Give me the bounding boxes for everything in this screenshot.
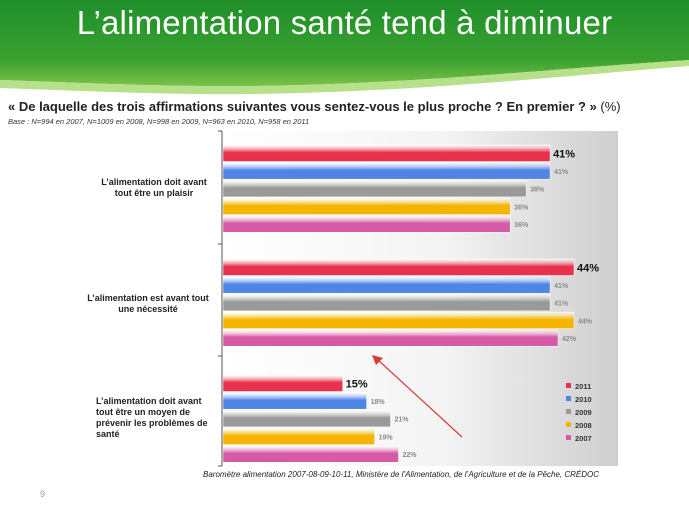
- category-label-necessite: L’alimentation est avant tout une nécess…: [87, 293, 209, 314]
- legend-label-2008: 2008: [575, 421, 592, 430]
- data-label-2011-cat3: 15%: [346, 378, 368, 390]
- data-label-2008-cat3: 19%: [379, 434, 394, 441]
- bar-2008-cat1: [222, 197, 511, 215]
- survey-question: « De laquelle des trois affirmations sui…: [8, 99, 621, 114]
- data-label-2008-cat2: 44%: [578, 318, 593, 325]
- source-note: Baromètre alimentation 2007-08-09-10-11,…: [203, 470, 600, 479]
- data-label-2010-cat2: 41%: [554, 283, 569, 290]
- data-label-2007-cat2: 42%: [562, 336, 577, 343]
- bar-2008-cat3: [222, 427, 375, 445]
- slide-title: L’alimentation santé tend à diminuer: [76, 4, 613, 41]
- question-text: « De laquelle des trois affirmations sui…: [8, 99, 597, 114]
- data-label-2009-cat3: 21%: [395, 417, 410, 424]
- data-label-2011-cat2: 44%: [577, 262, 599, 274]
- category-label-sante: L’alimentation doit avant tout être un m…: [96, 396, 208, 439]
- bar-2009-cat2: [222, 294, 551, 312]
- bar-2008-cat2: [222, 311, 575, 329]
- bar-2010-cat1: [222, 162, 551, 180]
- data-label-2010-cat1: 41%: [554, 169, 569, 176]
- bar-2007-cat2: [222, 329, 559, 347]
- legend-swatch-2008: [566, 422, 571, 427]
- data-label-2009-cat1: 38%: [530, 187, 545, 194]
- legend-label-2011: 2011: [575, 382, 591, 391]
- data-label-2007-cat3: 22%: [403, 452, 418, 459]
- data-label-2008-cat1: 36%: [514, 204, 529, 211]
- bar-2010-cat2: [222, 276, 551, 294]
- bar-2007-cat1: [222, 215, 511, 233]
- page-number: 9: [40, 489, 46, 499]
- data-label-2010-cat3: 18%: [371, 399, 386, 406]
- legend-swatch-2009: [566, 409, 571, 414]
- legend-swatch-2011: [566, 383, 571, 388]
- legend-label-2007: 2007: [575, 434, 592, 443]
- bar-2010-cat3: [222, 392, 367, 410]
- legend-swatch-2007: [566, 435, 571, 440]
- sample-base: Base : N=994 en 2007, N=1009 en 2008, N=…: [8, 117, 310, 126]
- legend-label-2010: 2010: [575, 395, 592, 404]
- bar-2011-cat3: [222, 374, 343, 392]
- bar-2007-cat3: [222, 445, 399, 463]
- bar-2011-cat2: [222, 258, 575, 276]
- data-label-2007-cat1: 36%: [514, 222, 529, 229]
- trend-arrow-head: [372, 355, 383, 365]
- header-banner: [0, 0, 689, 95]
- bar-2011-cat1: [222, 144, 551, 162]
- question-unit: (%): [600, 99, 621, 114]
- legend-swatch-2010: [566, 396, 571, 401]
- bar-2009-cat3: [222, 410, 391, 428]
- data-label-2009-cat2: 41%: [554, 301, 569, 308]
- trend-arrow: [377, 359, 463, 438]
- data-label-2011-cat1: 41%: [553, 148, 575, 160]
- category-label-plaisir: L’alimentation doit avant tout être un p…: [101, 177, 207, 198]
- legend-label-2009: 2009: [575, 408, 592, 417]
- bar-2009-cat1: [222, 180, 527, 198]
